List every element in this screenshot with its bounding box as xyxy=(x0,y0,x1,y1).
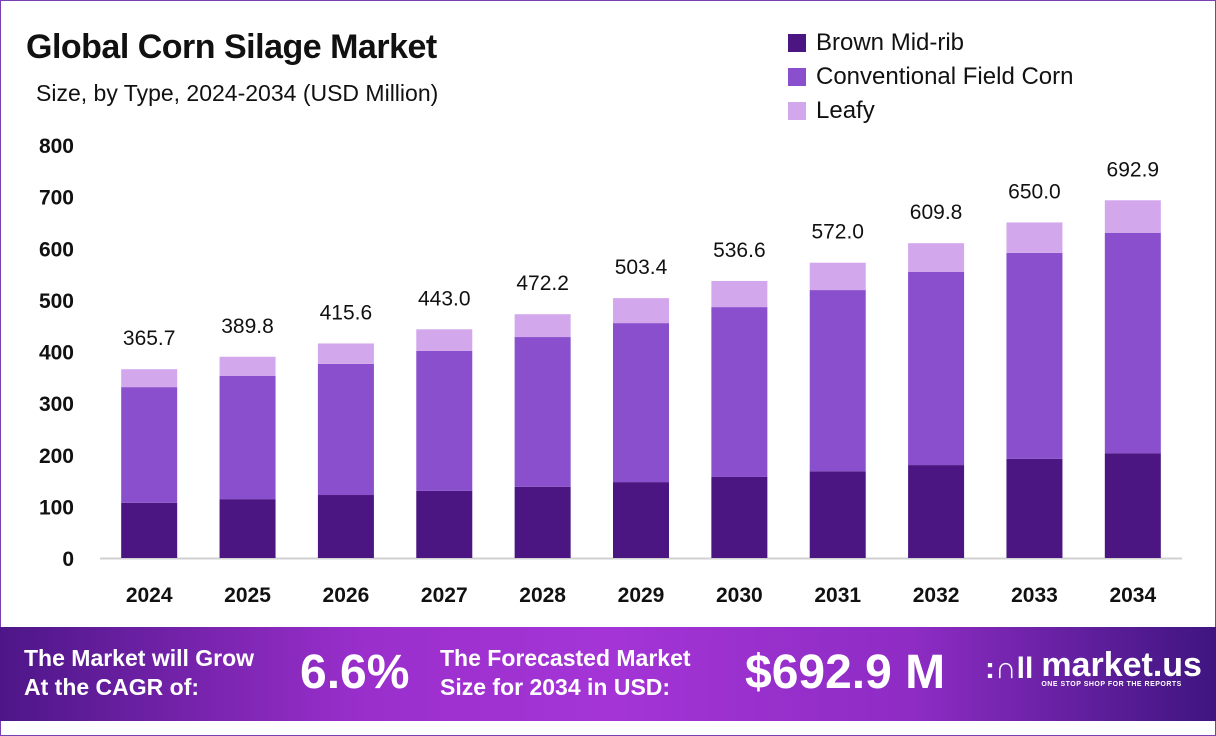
bar-total-label: 572.0 xyxy=(811,221,864,244)
x-tick-label: 2034 xyxy=(1109,584,1156,607)
bar-segment-leafy xyxy=(317,343,374,364)
legend-swatch xyxy=(788,102,806,120)
forecast-label: The Forecasted Market Size for 2034 in U… xyxy=(440,644,691,702)
bar-total-label: 692.9 xyxy=(1107,158,1160,181)
bar-segment-conventional-field-corn xyxy=(1104,232,1161,454)
legend-label: Brown Mid-rib xyxy=(816,29,965,56)
y-tick-label: 800 xyxy=(39,135,74,158)
forecast-label-line2: Size for 2034 in USD: xyxy=(440,674,671,700)
bar-segment-conventional-field-corn xyxy=(514,337,571,487)
x-tick-label: 2032 xyxy=(913,584,960,607)
y-tick-label: 200 xyxy=(39,445,74,468)
legend-label: Conventional Field Corn xyxy=(816,63,1074,90)
market-us-logo-icon: :∩ll xyxy=(985,651,1034,685)
bar-segment-conventional-field-corn xyxy=(908,271,965,466)
bar-segment-conventional-field-corn xyxy=(809,290,866,472)
bar-total-label: 609.8 xyxy=(910,201,963,224)
y-tick-label: 300 xyxy=(39,393,74,416)
legend-item-leafy: Leafy xyxy=(788,94,1073,128)
y-tick-label: 600 xyxy=(39,238,74,261)
bar-segment-leafy xyxy=(1006,222,1063,253)
bar-segment-brown-mid-rib xyxy=(219,499,276,558)
bar-segment-leafy xyxy=(908,243,965,272)
legend-swatch xyxy=(788,34,806,52)
bar-segment-conventional-field-corn xyxy=(317,363,374,496)
footer-banner: The Market will Grow At the CAGR of: 6.6… xyxy=(0,627,1216,721)
x-tick-label: 2033 xyxy=(1011,584,1058,607)
bar-segment-brown-mid-rib xyxy=(416,490,473,558)
bar-segment-brown-mid-rib xyxy=(613,482,669,558)
x-tick-label: 2027 xyxy=(421,584,468,607)
x-tick-label: 2024 xyxy=(126,584,173,607)
bar-segment-leafy xyxy=(809,262,866,291)
bar-segment-brown-mid-rib xyxy=(1006,458,1063,558)
forecast-value: $692.9 M xyxy=(745,646,946,699)
bar-segment-leafy xyxy=(711,280,768,308)
cagr-label-line2: At the CAGR of: xyxy=(24,674,200,700)
forecast-label-line1: The Forecasted Market xyxy=(440,645,691,671)
bar-total-label: 536.6 xyxy=(713,239,766,262)
legend-label: Leafy xyxy=(816,97,875,124)
bar-segment-brown-mid-rib xyxy=(809,471,866,558)
legend-item-conventional-field-corn: Conventional Field Corn xyxy=(788,60,1073,94)
y-tick-label: 0 xyxy=(62,548,74,571)
bar-segment-conventional-field-corn xyxy=(711,307,768,477)
bar-total-label: 650.0 xyxy=(1008,180,1061,203)
y-tick-label: 500 xyxy=(39,290,74,313)
x-tick-label: 2028 xyxy=(519,584,566,607)
bar-total-label: 365.7 xyxy=(123,327,176,350)
bar-total-label: 415.6 xyxy=(320,301,373,324)
y-tick-label: 400 xyxy=(39,342,74,365)
bar-segment-brown-mid-rib xyxy=(908,465,965,558)
bar-segment-conventional-field-corn xyxy=(613,323,669,483)
bar-segment-leafy xyxy=(416,329,473,351)
x-tick-label: 2029 xyxy=(618,584,665,607)
bar-total-label: 389.8 xyxy=(221,315,274,338)
legend-swatch xyxy=(788,68,806,86)
bar-segment-conventional-field-corn xyxy=(219,375,276,500)
cagr-label: The Market will Grow At the CAGR of: xyxy=(24,644,254,702)
x-tick-label: 2030 xyxy=(716,584,763,607)
x-tick-label: 2025 xyxy=(224,584,271,607)
bar-segment-brown-mid-rib xyxy=(514,486,571,558)
bar-segment-conventional-field-corn xyxy=(121,387,178,503)
bar-segment-leafy xyxy=(613,298,669,324)
x-tick-label: 2026 xyxy=(323,584,370,607)
bar-total-label: 443.0 xyxy=(418,287,471,310)
brand-name: market.us xyxy=(1041,646,1202,684)
chart-title: Global Corn Silage Market xyxy=(26,28,437,66)
bar-segment-leafy xyxy=(121,369,178,388)
bar-segment-leafy xyxy=(1104,200,1161,233)
bar-segment-conventional-field-corn xyxy=(416,350,473,491)
x-tick-label: 2031 xyxy=(814,584,861,607)
bar-segment-brown-mid-rib xyxy=(711,476,768,558)
legend: Brown Mid-rib Conventional Field Corn Le… xyxy=(788,26,1073,128)
bar-total-label: 503.4 xyxy=(615,256,668,279)
bar-segment-brown-mid-rib xyxy=(121,502,178,558)
cagr-label-line1: The Market will Grow xyxy=(24,645,255,671)
bar-segment-leafy xyxy=(514,314,571,338)
cagr-value: 6.6% xyxy=(300,646,410,699)
y-tick-label: 100 xyxy=(39,496,74,519)
brand-logo: :∩ll market.us ONE STOP SHOP FOR THE REP… xyxy=(985,646,1202,688)
bar-segment-conventional-field-corn xyxy=(1006,252,1063,459)
bar-segment-brown-mid-rib xyxy=(317,495,374,558)
y-tick-label: 700 xyxy=(39,187,74,210)
bar-segment-leafy xyxy=(219,356,276,376)
brand-tagline: ONE STOP SHOP FOR THE REPORTS xyxy=(1041,681,1182,688)
legend-item-brown-mid-rib: Brown Mid-rib xyxy=(788,26,1073,60)
bar-total-label: 472.2 xyxy=(516,272,569,295)
bar-chart: 0 100 200 300 400 500 600 700 800 365.7 2024 389.8 2… xyxy=(39,135,1182,607)
chart-subtitle: Size, by Type, 2024-2034 (USD Million) xyxy=(36,80,439,106)
bar-segment-brown-mid-rib xyxy=(1104,453,1161,558)
